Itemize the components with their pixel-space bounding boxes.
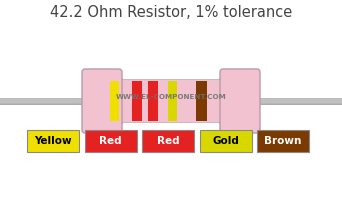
- FancyBboxPatch shape: [82, 69, 122, 133]
- Bar: [257, 130, 309, 152]
- FancyBboxPatch shape: [220, 69, 260, 133]
- Bar: [115, 80, 227, 122]
- Bar: [27, 130, 79, 152]
- Polygon shape: [89, 72, 253, 130]
- Bar: [110, 81, 119, 121]
- Text: Yellow: Yellow: [34, 136, 72, 146]
- Bar: [132, 81, 142, 121]
- Text: 42.2 Ohm Resistor, 1% tolerance: 42.2 Ohm Resistor, 1% tolerance: [50, 5, 292, 20]
- Text: Gold: Gold: [212, 136, 239, 146]
- Text: WWW.EL-COMPONENT.COM: WWW.EL-COMPONENT.COM: [116, 94, 226, 100]
- Bar: [199, 130, 251, 152]
- Bar: [196, 81, 207, 121]
- Bar: [84, 130, 136, 152]
- Text: Brown: Brown: [264, 136, 302, 146]
- Bar: [142, 130, 194, 152]
- Text: Red: Red: [157, 136, 179, 146]
- Text: Red: Red: [99, 136, 122, 146]
- Bar: [148, 81, 158, 121]
- Bar: [168, 81, 177, 121]
